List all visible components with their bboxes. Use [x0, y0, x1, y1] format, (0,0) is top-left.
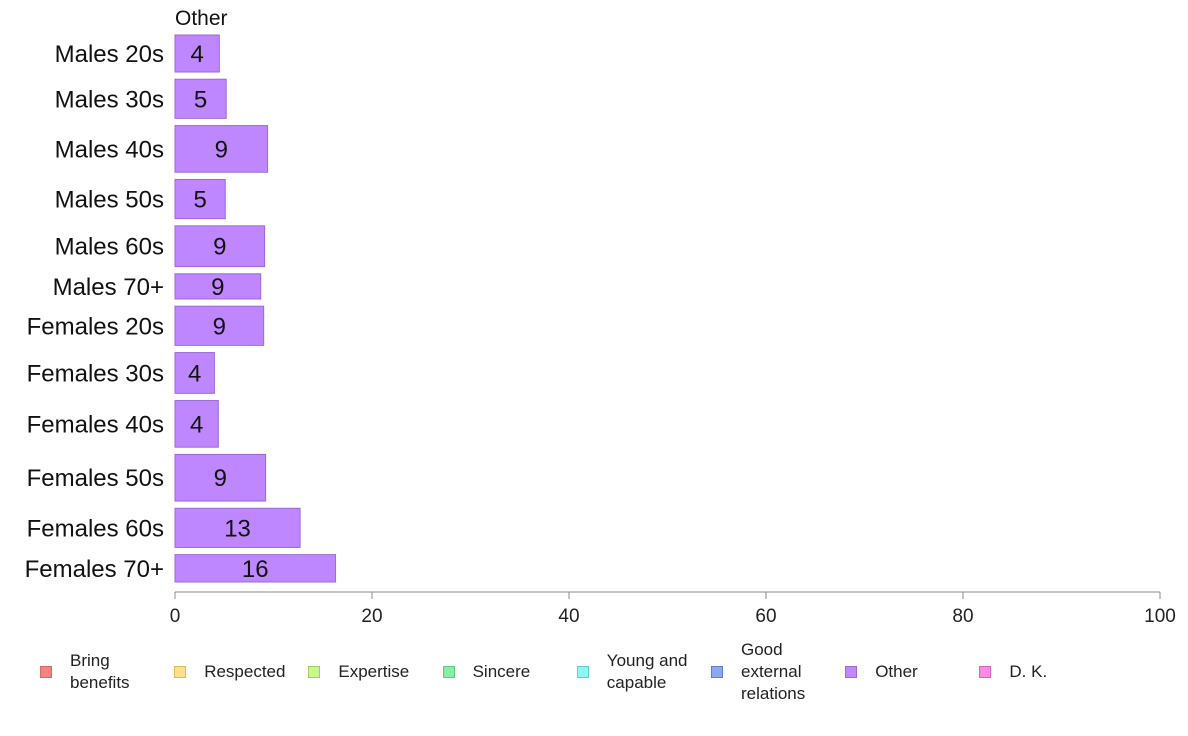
category-label: Males 70+: [53, 274, 164, 301]
x-tick-label: 40: [558, 606, 579, 627]
legend-item: Sincere: [442, 661, 531, 683]
category-label: Males 40s: [55, 136, 164, 163]
x-tick-label: 20: [361, 606, 382, 627]
data-label: 9: [213, 234, 226, 261]
legend-item: Expertise: [308, 661, 409, 683]
bars-layer: 4 Males 20s 5 Males 30s 9 Males 40s 5 Males 50s…: [25, 34, 337, 583]
bar: [174, 78, 227, 119]
data-label: 4: [190, 411, 203, 438]
legend-item: Bring benefits: [40, 650, 130, 694]
data-label: 4: [190, 41, 203, 68]
legend-swatch: [576, 666, 589, 678]
legend: Bring benefits Respected Expertise Sincere Y…: [0, 640, 1188, 712]
bar: [174, 352, 215, 394]
legend-label: Sincere: [472, 662, 531, 681]
category-label: Males 60s: [55, 234, 164, 261]
bar: [174, 507, 301, 548]
data-label: 9: [213, 313, 226, 340]
category-label: Females 50s: [27, 465, 164, 492]
legend-label: Bring benefits: [70, 651, 130, 692]
bar: [174, 273, 262, 300]
legend-item: Young and capable: [576, 650, 688, 694]
data-label: 5: [194, 86, 207, 113]
data-label: 5: [193, 187, 206, 214]
category-label: Males 20s: [55, 41, 164, 68]
legend-swatch: [442, 666, 455, 678]
category-label: Females 20s: [27, 313, 164, 340]
legend-swatch: [845, 666, 858, 678]
x-tick-label: 60: [755, 606, 776, 627]
data-label: 9: [211, 274, 224, 301]
x-axis: 0 20 40 60 80 100: [170, 591, 1176, 627]
x-tick-label: 0: [170, 606, 181, 627]
bar: [174, 554, 337, 583]
data-label: 13: [224, 515, 251, 542]
bar: [174, 125, 269, 173]
legend-item: Respected: [174, 661, 285, 683]
bar: [174, 225, 266, 268]
legend-label: Young and capable: [606, 651, 688, 692]
category-label: Males 30s: [55, 86, 164, 113]
legend-label: Expertise: [338, 662, 410, 681]
bar: [174, 400, 219, 448]
category-label: Females 60s: [27, 515, 164, 542]
category-label: Males 50s: [55, 187, 164, 214]
legend-label: Respected: [204, 662, 286, 681]
x-tick-label: 80: [952, 606, 973, 627]
category-label: Females 70+: [25, 556, 164, 583]
legend-label: D. K.: [1009, 662, 1048, 681]
x-tick-label: 100: [1144, 606, 1176, 627]
data-label: 16: [242, 556, 269, 583]
bar: [174, 453, 267, 502]
bar: [174, 34, 220, 73]
bar: [174, 305, 265, 346]
data-label: 9: [215, 136, 228, 163]
category-label: Females 40s: [27, 411, 164, 438]
data-label: 4: [188, 360, 201, 387]
data-label: 9: [214, 465, 227, 492]
legend-swatch: [711, 666, 723, 678]
legend-label: Good external relations: [741, 640, 806, 703]
legend-label: Other: [875, 662, 918, 681]
legend-item: Other: [845, 661, 918, 683]
legend-swatch: [979, 666, 992, 678]
chart-title: Other: [175, 7, 228, 30]
legend-item: Good external relations: [711, 639, 805, 705]
legend-swatch: [40, 666, 52, 678]
legend-item: D. K.: [979, 661, 1047, 683]
category-label: Females 30s: [27, 360, 164, 387]
bar: [174, 178, 226, 220]
legend-swatch: [308, 666, 321, 678]
legend-swatch: [174, 666, 187, 678]
